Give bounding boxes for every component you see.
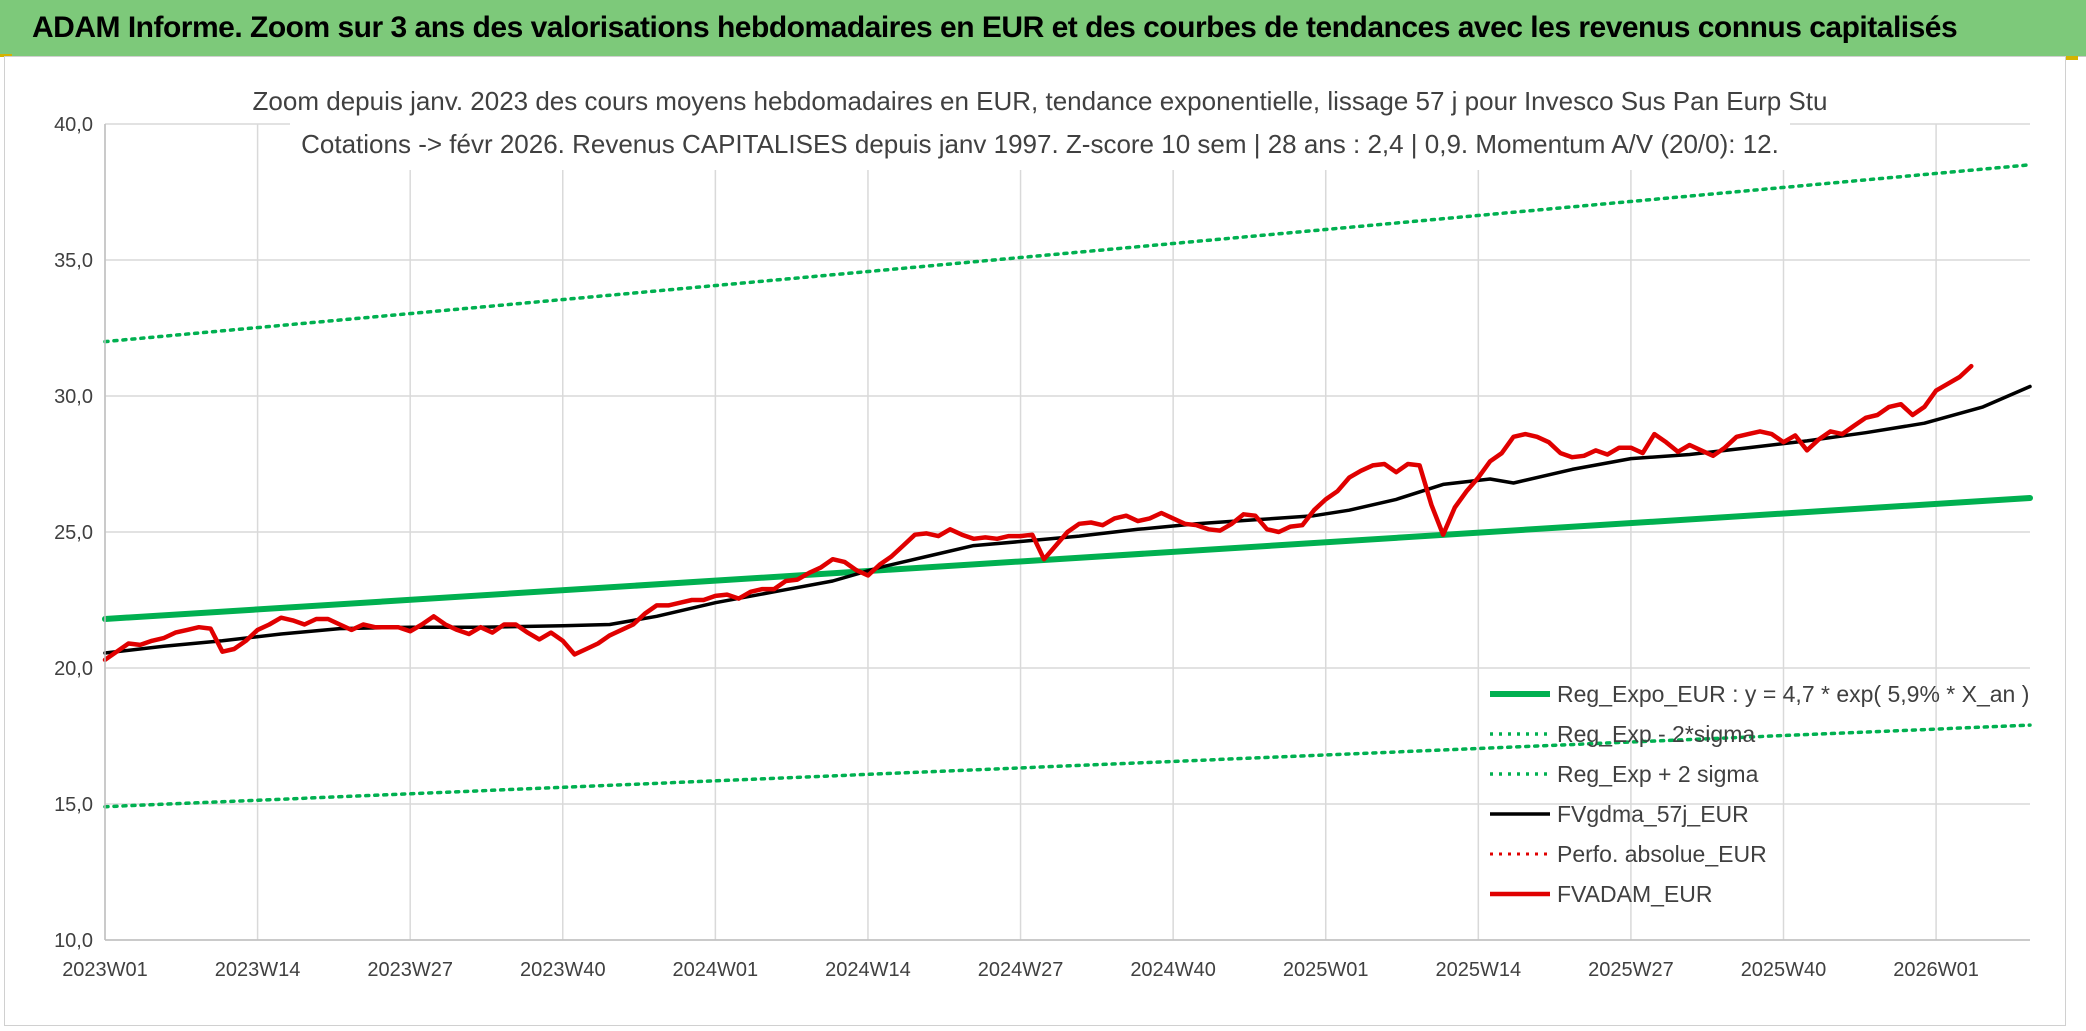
chart-title-line2: Cotations -> févr 2026. Revenus CAPITALI…	[301, 129, 1779, 159]
x-tick-label: 2024W14	[825, 959, 911, 981]
series-line-5	[102, 363, 1974, 663]
y-tick-label: 35,0	[54, 250, 93, 272]
axis-layer: 10,0 15,0 20,0 25,0 30,0 35,0 40,0 2023W01 2023W…	[54, 114, 2030, 981]
chart-title-background	[290, 80, 1790, 170]
chart-title-line1: Zoom depuis janv. 2023 des cours moyens …	[253, 86, 1828, 116]
legend-label: Perfo. absolue_EUR	[1557, 841, 1767, 867]
legend: Reg_Expo_EUR : y = 4,7 * exp( 5,9% * X_a…	[1490, 681, 2029, 907]
y-tick-label: 20,0	[54, 658, 93, 680]
y-tick-label: 30,0	[54, 386, 93, 408]
x-tick-label: 2025W14	[1436, 959, 1522, 981]
legend-label: Reg_Exp + 2 sigma	[1557, 761, 1759, 787]
x-tick-label: 2023W14	[215, 959, 301, 981]
x-tick-label: 2025W27	[1588, 959, 1674, 981]
y-tick-label: 25,0	[54, 522, 93, 544]
corner-accent-left	[0, 54, 12, 57]
series-layer	[102, 163, 2033, 809]
series-line-3	[103, 384, 2032, 655]
chart-frame	[4, 56, 2066, 1026]
page-title: ADAM Informe. Zoom sur 3 ans des valoris…	[32, 11, 1958, 44]
series-line-2	[103, 163, 2032, 344]
legend-label: Reg_Expo_EUR : y = 4,7 * exp( 5,9% * X_a…	[1557, 681, 2029, 707]
legend-label: FVADAM_EUR	[1557, 881, 1713, 907]
x-tick-label: 2026W01	[1893, 959, 1979, 981]
x-tick-label: 2025W40	[1741, 959, 1827, 981]
x-tick-label: 2023W01	[62, 959, 148, 981]
y-tick-label: 10,0	[54, 930, 93, 952]
grid-layer	[104, 123, 2030, 941]
x-tick-label: 2025W01	[1283, 959, 1369, 981]
y-tick-label: 15,0	[54, 794, 93, 816]
legend-label: FVgdma_57j_EUR	[1557, 801, 1749, 827]
x-tick-label: 2023W27	[367, 959, 453, 981]
x-tick-label: 2023W40	[520, 959, 606, 981]
chart-title-block: Zoom depuis janv. 2023 des cours moyens …	[253, 80, 1828, 170]
x-tick-label: 2024W40	[1130, 959, 1216, 981]
legend-label: Reg_Exp - 2*sigma	[1557, 721, 1755, 747]
x-tick-label: 2024W27	[978, 959, 1064, 981]
series-line-1	[103, 723, 2032, 809]
corner-accent-right	[2066, 56, 2078, 60]
series-line-0	[102, 495, 2033, 622]
header-bar: ADAM Informe. Zoom sur 3 ans des valoris…	[0, 0, 2086, 57]
y-tick-label: 40,0	[54, 114, 93, 136]
x-tick-label: 2024W01	[673, 959, 759, 981]
